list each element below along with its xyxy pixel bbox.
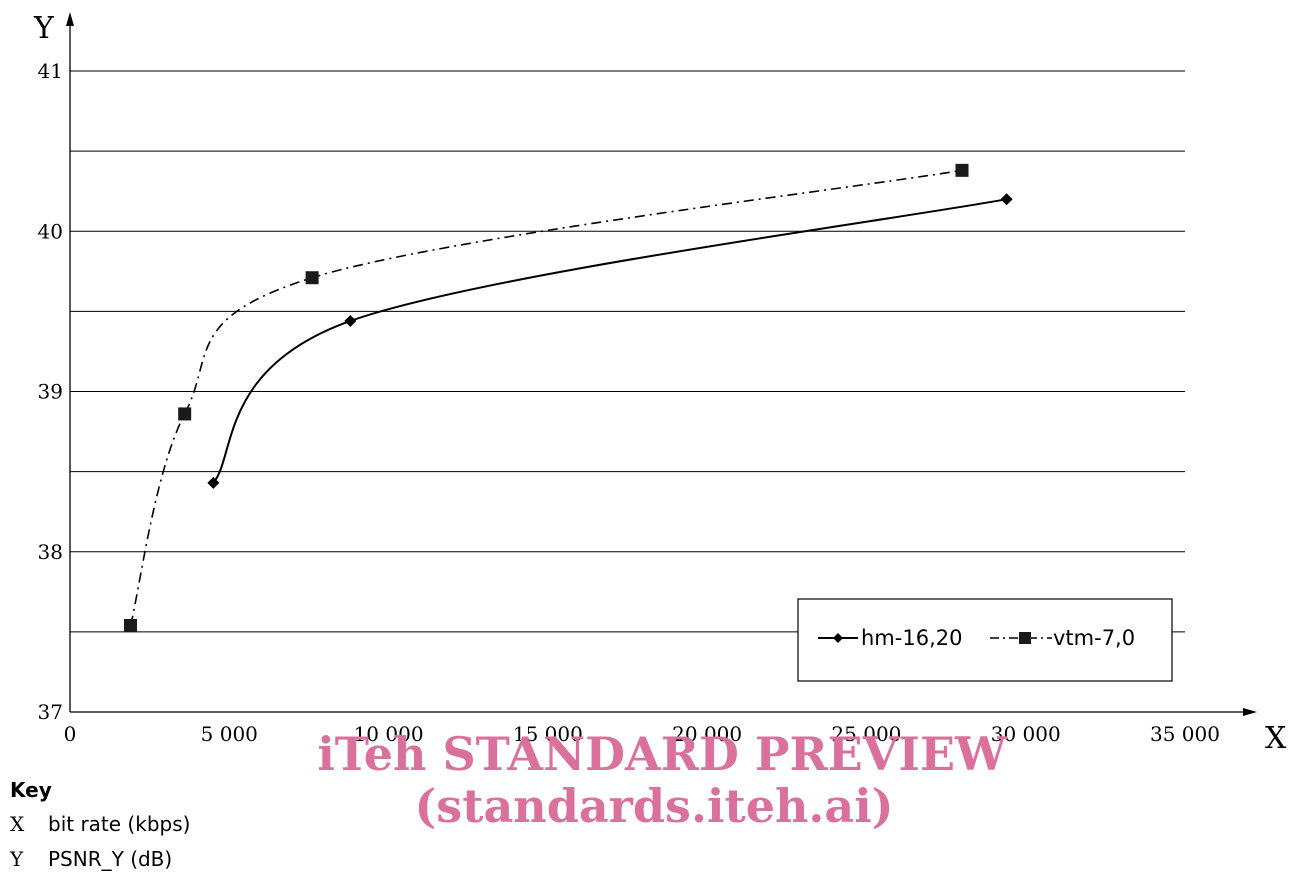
x-tick-label: 20 000 [672,722,742,746]
legend-marker-vtm [1019,632,1031,644]
key-row-y: Y PSNR_Y (dB) [10,842,190,877]
y-axis-arrow [66,12,74,26]
series-line [213,199,1006,483]
y-tick-label: 39 [38,380,63,404]
series-point [1001,193,1013,205]
y-tick-label: 38 [38,540,63,564]
x-axis-arrow [1243,708,1257,716]
series-point [306,271,319,284]
key-title: Key [10,773,190,807]
y-tick-label: 40 [38,219,63,243]
y-tick-label: 37 [38,700,63,724]
legend-label-vtm: vtm-7,0 [1053,626,1135,650]
series-point [178,407,191,420]
grid-lines [70,71,1185,632]
series-point [124,619,137,632]
series-line [131,170,962,625]
x-tick-label: 5 000 [201,722,258,746]
series [124,164,1013,632]
x-tick-label: 15 000 [513,722,583,746]
key-text-y: PSNR_Y (dB) [48,847,172,871]
legend: hm-16,20 vtm-7,0 [798,599,1172,681]
x-tick-label: 0 [64,722,77,746]
series-point [956,164,969,177]
key-text-x: bit rate (kbps) [48,812,190,836]
y-tick-label: 41 [38,59,63,83]
x-tick-label: 10 000 [354,722,424,746]
x-tick-label: 30 000 [991,722,1061,746]
x-axis-label: X [1265,721,1287,756]
legend-label-hm: hm-16,20 [861,626,962,650]
x-tick-label: 35 000 [1150,722,1220,746]
x-tick-label: 25 000 [831,722,901,746]
series-point [344,315,356,327]
series-point [207,477,219,489]
key-symbol-y: Y [10,842,48,877]
key-symbol-x: X [10,807,48,842]
y-axis-label: Y [33,11,55,46]
